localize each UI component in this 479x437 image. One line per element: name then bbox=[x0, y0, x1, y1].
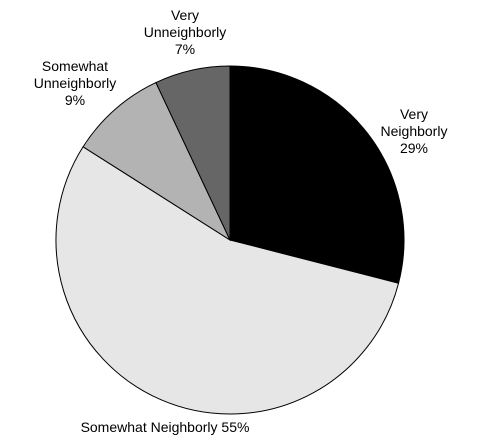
slice-label-line: Unneighborly bbox=[144, 24, 227, 40]
slice-label-line: Unneighborly bbox=[34, 75, 117, 91]
slice-percent-label: 9% bbox=[65, 92, 85, 108]
pie-slices bbox=[55, 65, 405, 415]
slice-label-4: Very Unneighborly 7% bbox=[144, 7, 227, 57]
pie-slice-4 bbox=[155, 65, 231, 241]
pie-slice-1 bbox=[229, 65, 405, 284]
slice-label-2: Somewhat Neighborly 55% bbox=[81, 419, 250, 435]
pie-slice-3 bbox=[82, 81, 232, 242]
slice-label-line: Somewhat bbox=[42, 58, 108, 74]
slice-label-3: Somewhat Unneighborly 9% bbox=[34, 58, 117, 108]
slice-percent-label: 29% bbox=[400, 140, 428, 156]
slice-label-line: Very bbox=[400, 106, 428, 122]
slice-label-1: Very Neighborly 29% bbox=[381, 106, 448, 156]
slice-label-line: Neighborly bbox=[381, 123, 448, 139]
slice-label-text: Somewhat Neighborly 55% bbox=[81, 419, 250, 435]
pie-slice-2 bbox=[55, 146, 400, 415]
slice-label-line: Very bbox=[171, 7, 199, 23]
pie-labels: Very Neighborly 29%Somewhat Neighborly 55%… bbox=[34, 7, 448, 435]
slice-percent-label: 7% bbox=[175, 41, 195, 57]
